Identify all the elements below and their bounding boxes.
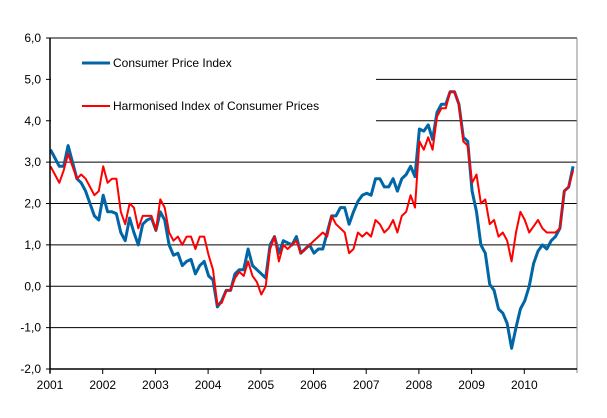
- legend-background: [51, 40, 376, 125]
- x-tick-label: 2002: [89, 378, 116, 392]
- series-lines: [49, 90, 575, 350]
- y-tick-label: 5,0: [24, 72, 41, 86]
- y-tick-label: -2,0: [20, 362, 41, 376]
- legend-label-cpi: Consumer Price Index: [113, 56, 232, 70]
- y-tick-label: -1,0: [20, 321, 41, 335]
- y-tick-label: 2,0: [24, 197, 41, 211]
- x-tick-label: 2001: [37, 378, 64, 392]
- y-tick-label: 1,0: [24, 238, 41, 252]
- series-line-cpi: [49, 90, 575, 350]
- y-tick-label: 3,0: [24, 155, 41, 169]
- x-tick-label: 2010: [511, 378, 538, 392]
- x-tick-label: 2004: [195, 378, 222, 392]
- y-tick-label: 4,0: [24, 114, 41, 128]
- x-tick-label: 2005: [247, 378, 274, 392]
- x-tick-label: 2003: [142, 378, 169, 392]
- x-tick-label: 2008: [406, 378, 433, 392]
- x-tick-label: 2006: [300, 378, 327, 392]
- legend: Consumer Price Index Harmonised Index of…: [82, 56, 319, 113]
- y-tick-label: 6,0: [24, 31, 41, 45]
- y-tick-label: 0,0: [24, 279, 41, 293]
- series-line-hicp: [49, 90, 575, 306]
- axes: -2,0 -1,0 0,0 1,0 2,0 3,0 4,0 5,0 6,0 2001 2002 200…: [20, 31, 578, 392]
- x-tick-label: 2007: [353, 378, 380, 392]
- legend-label-hicp: Harmonised Index of Consumer Prices: [113, 99, 319, 113]
- x-tick-label: 2009: [458, 378, 485, 392]
